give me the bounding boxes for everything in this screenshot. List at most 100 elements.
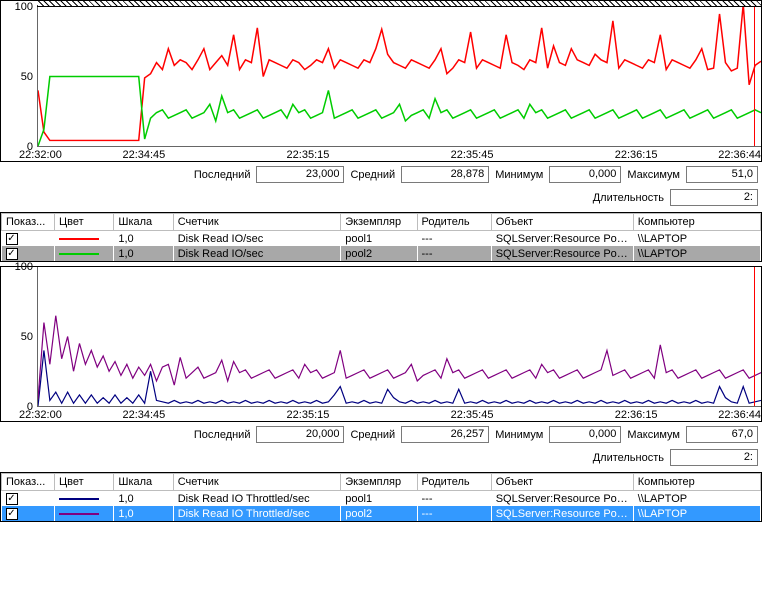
chart-series [38, 316, 761, 399]
column-header[interactable]: Объект [491, 474, 633, 491]
chart-plot-area[interactable] [37, 7, 761, 147]
color-swatch [59, 513, 99, 515]
stat-label-avg: Средний [350, 169, 395, 181]
column-header[interactable]: Экземпляр [341, 214, 417, 231]
color-swatch [59, 498, 99, 500]
stat-value-last: 23,000 [256, 166, 344, 183]
cell-parent: --- [417, 231, 491, 247]
column-header[interactable]: Цвет [55, 214, 114, 231]
column-header[interactable]: Счетчик [173, 474, 340, 491]
color-swatch [59, 238, 99, 240]
stats-row: Последний23,000Средний28,878Минимум0,000… [0, 162, 762, 185]
chart-series [38, 77, 761, 147]
stat-label-duration: Длительность [593, 452, 664, 464]
stat-value-duration: 2: [670, 449, 758, 466]
x-axis: 22:32:0022:34:4522:35:1522:35:4522:36:15… [37, 147, 761, 161]
stat-label-duration: Длительность [593, 192, 664, 204]
stat-value-avg: 28,878 [401, 166, 489, 183]
stats-row-duration: Длительность 2: [0, 445, 762, 468]
show-checkbox[interactable]: ✓ [6, 493, 18, 505]
x-tick-label: 22:36:15 [554, 409, 718, 421]
column-header[interactable]: Шкала [114, 474, 173, 491]
legend-table[interactable]: Показ...ЦветШкалаСчетчикЭкземплярРодител… [1, 473, 761, 521]
stat-value-last: 20,000 [256, 426, 344, 443]
chart-series [38, 350, 761, 406]
x-axis: 22:32:0022:34:4522:35:1522:35:4522:36:15… [37, 407, 761, 421]
x-tick-label: 22:35:45 [390, 149, 554, 161]
cell-counter: Disk Read IO/sec [173, 231, 340, 247]
stat-label-last: Последний [194, 429, 251, 441]
table-row[interactable]: ✓1,0Disk Read IO Throttled/secpool2---SQ… [2, 506, 761, 521]
show-checkbox[interactable]: ✓ [6, 233, 18, 245]
cell-instance: pool1 [341, 231, 417, 247]
column-header[interactable]: Объект [491, 214, 633, 231]
stat-label-min: Минимум [495, 169, 543, 181]
column-header[interactable]: Шкала [114, 214, 173, 231]
table-row[interactable]: ✓1,0Disk Read IO/secpool2---SQLServer:Re… [2, 246, 761, 261]
stats-row: Последний20,000Средний26,257Минимум0,000… [0, 422, 762, 445]
table-row[interactable]: ✓ 1,0Disk Read IO/secpool1---SQLServer:Re… [2, 231, 761, 247]
y-tick-label: 0 [27, 141, 33, 153]
chart-panel: 05010022:32:0022:34:4522:35:1522:35:4522… [0, 266, 762, 422]
chart-series [38, 7, 761, 140]
column-header[interactable]: Экземпляр [341, 474, 417, 491]
cell-object: SQLServer:Resource Pool ... [491, 231, 633, 247]
column-header[interactable]: Родитель [417, 214, 491, 231]
cell-scale: 1,0 [114, 231, 173, 247]
x-tick-label: 22:35:15 [226, 409, 390, 421]
column-header[interactable]: Компьютер [633, 214, 760, 231]
cell-computer: \\LAPTOP [633, 491, 760, 507]
y-tick-label: 0 [27, 401, 33, 413]
cell-parent: --- [417, 506, 491, 521]
chart-plot-area[interactable] [37, 267, 761, 407]
y-axis: 050100 [1, 267, 37, 407]
x-tick-label: 22:32:00 [19, 149, 62, 161]
column-header[interactable]: Показ... [2, 214, 55, 231]
cell-computer: \\LAPTOP [633, 246, 760, 261]
cell-scale: 1,0 [114, 491, 173, 507]
x-tick-label: 22:36:44 [718, 149, 761, 161]
stat-value-max: 51,0 [686, 166, 758, 183]
x-tick-label: 22:34:45 [62, 149, 226, 161]
stat-value-min: 0,000 [549, 426, 621, 443]
stat-label-avg: Средний [350, 429, 395, 441]
cell-computer: \\LAPTOP [633, 506, 760, 521]
y-axis: 050100 [1, 1, 37, 147]
stat-label-max: Максимум [627, 429, 680, 441]
legend-table-container: Показ...ЦветШкалаСчетчикЭкземплярРодител… [0, 472, 762, 522]
x-tick-label: 22:35:15 [226, 149, 390, 161]
cell-object: SQLServer:Resource Pool ... [491, 246, 633, 261]
column-header[interactable]: Показ... [2, 474, 55, 491]
chart-panel: 05010022:32:0022:34:4522:35:1522:35:4522… [0, 0, 762, 162]
x-tick-label: 22:34:45 [62, 409, 226, 421]
y-tick-label: 100 [15, 261, 33, 273]
stat-label-last: Последний [194, 169, 251, 181]
time-cursor[interactable] [754, 267, 755, 406]
cell-instance: pool2 [341, 246, 417, 261]
column-header[interactable]: Компьютер [633, 474, 760, 491]
show-checkbox[interactable]: ✓ [6, 508, 18, 520]
stat-value-max: 67,0 [686, 426, 758, 443]
stat-value-duration: 2: [670, 189, 758, 206]
cell-object: SQLServer:Resource Pool ... [491, 491, 633, 507]
time-cursor[interactable] [754, 7, 755, 146]
x-tick-label: 22:36:44 [718, 409, 761, 421]
y-tick-label: 50 [21, 331, 33, 343]
cell-parent: --- [417, 491, 491, 507]
show-checkbox[interactable]: ✓ [6, 248, 18, 260]
column-header[interactable]: Счетчик [173, 214, 340, 231]
x-tick-label: 22:32:00 [19, 409, 62, 421]
cell-scale: 1,0 [114, 246, 173, 261]
y-tick-label: 50 [21, 71, 33, 83]
stat-value-avg: 26,257 [401, 426, 489, 443]
column-header[interactable]: Цвет [55, 474, 114, 491]
cell-scale: 1,0 [114, 506, 173, 521]
column-header[interactable]: Родитель [417, 474, 491, 491]
y-tick-label: 100 [15, 1, 33, 13]
legend-table[interactable]: Показ...ЦветШкалаСчетчикЭкземплярРодител… [1, 213, 761, 261]
cell-instance: pool2 [341, 506, 417, 521]
table-row[interactable]: ✓1,0Disk Read IO Throttled/secpool1---SQ… [2, 491, 761, 507]
cell-counter: Disk Read IO/sec [173, 246, 340, 261]
cell-computer: \\LAPTOP [633, 231, 760, 247]
stat-label-max: Максимум [627, 169, 680, 181]
